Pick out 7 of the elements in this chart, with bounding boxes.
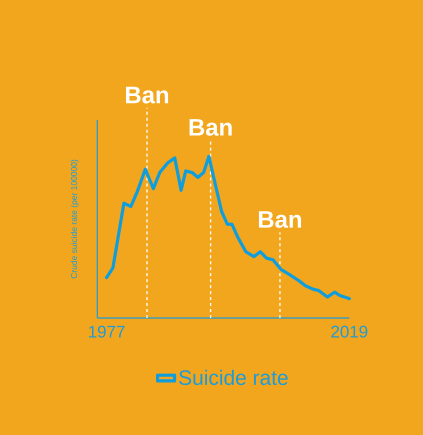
y-axis-title: Crude suicide rate (per 100000) (70, 160, 79, 278)
ref-line-label: Ban (190, 119, 232, 136)
x-tick-label: 1977 (89, 326, 125, 338)
ref-line-label: Ban (126, 86, 168, 104)
x-tick-label: 2019 (331, 326, 368, 338)
ref-line-label: Ban (258, 211, 302, 228)
legend-label: Suicide rate (179, 370, 288, 386)
